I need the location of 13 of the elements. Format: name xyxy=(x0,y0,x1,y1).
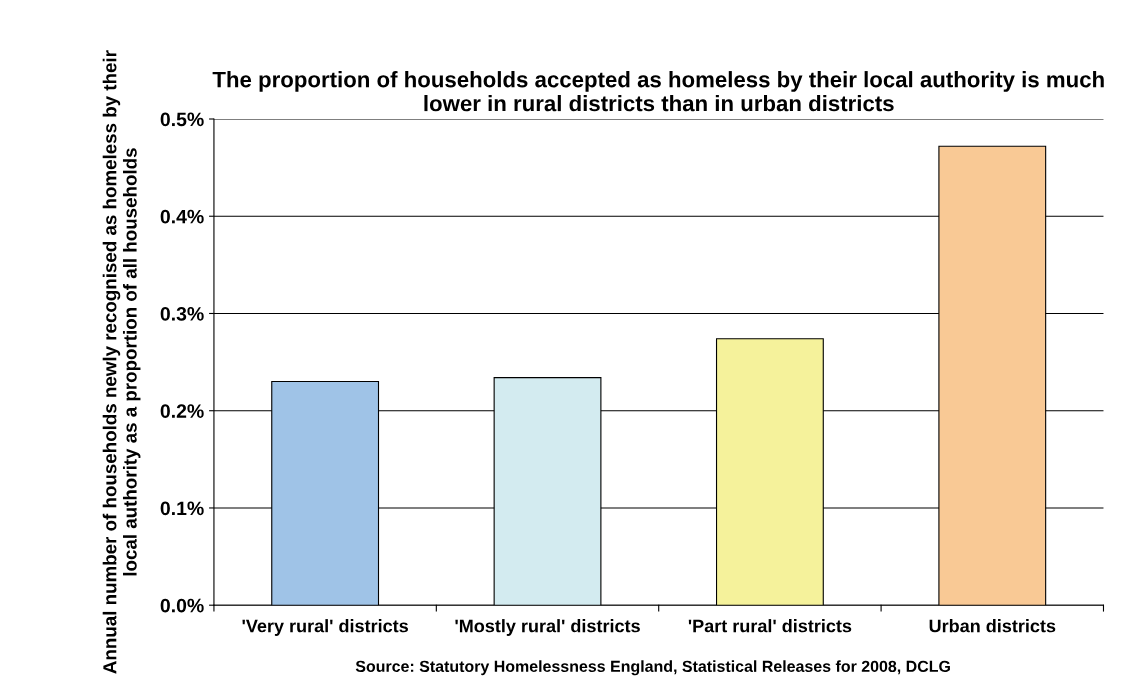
y-tick-label: 0.3% xyxy=(160,306,204,321)
y-axis-title: Annual number of households newly recognised as homeless by their local authority as a proportion of all households xyxy=(102,50,141,674)
x-tick-label: 'Mostly rural' districts xyxy=(455,619,640,636)
y-tick-label: 0.2% xyxy=(160,404,204,418)
x-tick-label: 'Very rural' districts xyxy=(242,619,408,636)
chart-title: The proportion of households accepted as homeless by their local authority is much lower in rural districts than in urban districts xyxy=(212,71,1104,112)
x-tick-label: 'Part rural' districts xyxy=(688,619,852,633)
source-note: Source: Statutory Homelessness England, Statistical Releases for 2008, DCLG xyxy=(355,660,950,676)
y-tick-label: 0.1% xyxy=(160,501,204,516)
y-tick-label: 0.5% xyxy=(160,112,204,127)
y-tick-label: 0.4% xyxy=(160,209,204,224)
y-tick-label: 0.0% xyxy=(160,598,204,613)
x-tick-label: Urban districts xyxy=(929,619,1056,633)
